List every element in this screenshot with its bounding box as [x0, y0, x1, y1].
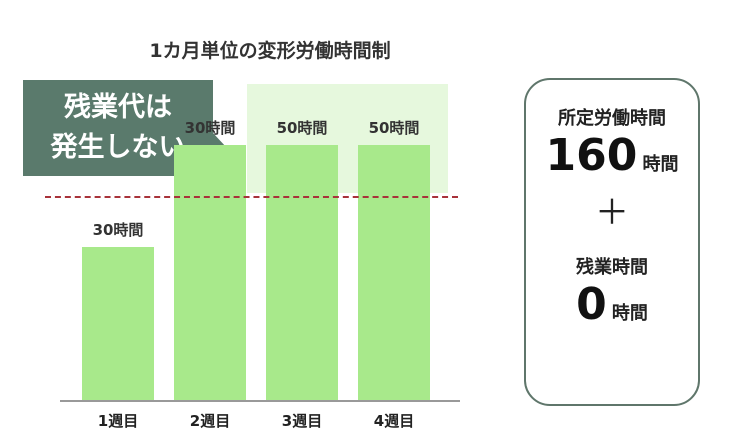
overtime-unit: 時間	[611, 303, 648, 324]
x-tick-label-1: 1週目	[97, 412, 139, 430]
data-label-2: 30時間	[184, 119, 236, 137]
callout-line-1: 残業代は	[64, 92, 172, 123]
overtime-value: 0	[576, 279, 607, 330]
data-label-1: 30時間	[92, 221, 144, 239]
prescribed-hours-label: 所定労働時間	[558, 108, 666, 129]
chart-title: 1カ月単位の変形労働時間制	[149, 40, 391, 62]
summary-panel: 所定労働時間 160 時間 ＋ 残業時間 0 時間	[524, 78, 700, 406]
callout-line-2: 発生しない	[50, 132, 186, 163]
x-tick-label-3: 3週目	[281, 412, 323, 430]
reference-line	[45, 196, 458, 198]
bar-2	[174, 145, 246, 400]
data-label-3: 50時間	[276, 119, 328, 137]
x-axis-line	[60, 400, 460, 402]
x-tick-label-4: 4週目	[373, 412, 415, 430]
bar-4	[358, 145, 430, 400]
prescribed-hours-value: 160	[545, 130, 638, 181]
bar-3	[266, 145, 338, 400]
prescribed-hours-unit: 時間	[642, 154, 679, 175]
bar-1	[82, 247, 154, 400]
overtime-label: 残業時間	[576, 257, 648, 278]
plus-icon: ＋	[595, 193, 629, 233]
x-tick-label-2: 2週目	[189, 412, 231, 430]
data-label-4: 50時間	[368, 119, 420, 137]
